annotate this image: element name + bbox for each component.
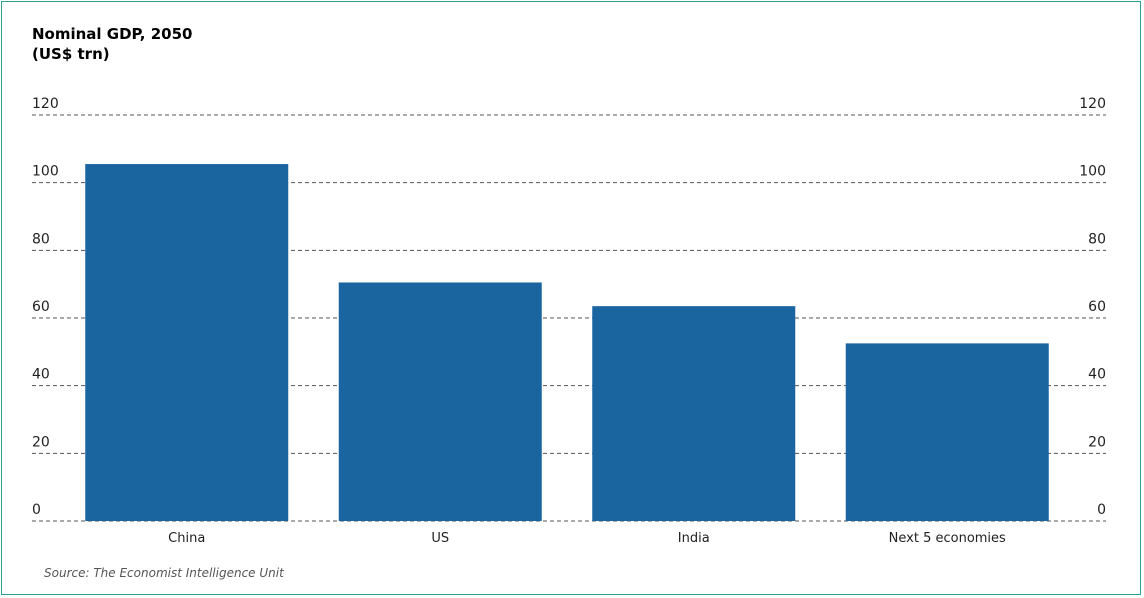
bar-china xyxy=(85,164,289,521)
y-tick-left-80: 80 xyxy=(32,231,50,247)
y-tick-left-60: 60 xyxy=(32,299,50,315)
y-tick-left-100: 100 xyxy=(32,164,59,180)
y-tick-left-40: 40 xyxy=(32,367,50,383)
chart-title-block: Nominal GDP, 2050 (US$ trn) xyxy=(32,24,192,64)
x-tick-next-5-economies: Next 5 economies xyxy=(889,531,1006,546)
y-tick-right-20: 20 xyxy=(1088,434,1106,450)
y-tick-right-80: 80 xyxy=(1088,231,1106,247)
y-tick-right-120: 120 xyxy=(1079,96,1106,112)
bar-us xyxy=(338,282,542,521)
chart-subtitle: (US$ trn) xyxy=(32,45,110,63)
y-tick-right-100: 100 xyxy=(1079,164,1106,180)
source-note: Source: The Economist Intelligence Unit xyxy=(44,566,284,580)
chart-title: Nominal GDP, 2050 xyxy=(32,25,193,43)
y-tick-right-60: 60 xyxy=(1088,299,1106,315)
x-tick-china: China xyxy=(168,531,205,546)
y-tick-right-40: 40 xyxy=(1088,367,1106,383)
bar-next-5-economies xyxy=(845,343,1049,521)
x-tick-india: India xyxy=(678,531,710,546)
bar-india xyxy=(592,306,796,521)
y-tick-left-20: 20 xyxy=(32,434,50,450)
y-tick-right-0: 0 xyxy=(1097,502,1106,518)
y-tick-left-120: 120 xyxy=(32,96,59,112)
y-tick-left-0: 0 xyxy=(32,502,41,518)
x-tick-us: US xyxy=(431,531,449,546)
